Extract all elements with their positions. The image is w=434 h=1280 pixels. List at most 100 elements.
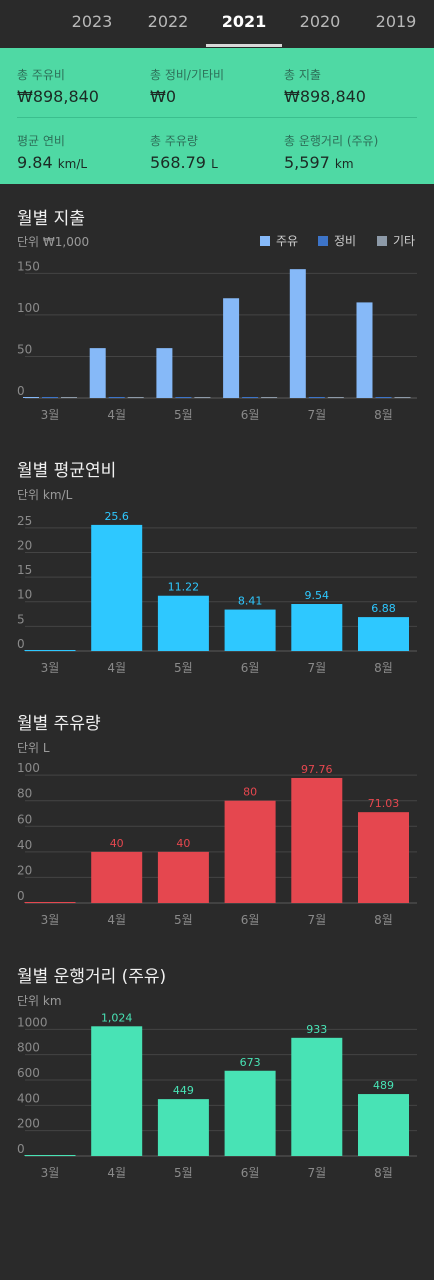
bar-주유-4월 [89,348,106,398]
data-label: 80 [243,786,257,799]
x-tick-label: 5월 [174,408,193,422]
avg-efficiency-label: 평균 연비 [17,134,65,148]
fuel-chart-title: 월별 주유량 [17,714,101,734]
efficiency-chart-title: 월별 평균연비 [17,461,117,481]
bar-3월 [24,902,76,903]
x-tick-label: 3월 [41,913,60,927]
bar-정비-5월 [175,397,192,398]
distance-chart-unit: 단위 km [17,994,62,1008]
bar-6월 [224,609,276,651]
bar-7월 [291,777,343,903]
data-label: 40 [176,837,190,850]
y-tick-label: 5 [17,612,25,626]
total-fuel-cost-value: ₩898,840 [17,87,99,106]
tab-year-2019[interactable]: 2019 [375,12,417,31]
bar-5월 [157,595,209,651]
y-tick-label: 80 [17,787,32,801]
x-tick-label: 3월 [41,1166,60,1180]
y-tick-label: 600 [17,1066,40,1080]
expense-chart-unit: 단위 ₩1,000 [17,235,90,249]
fuel-chart-unit: 단위 L [17,741,50,755]
legend-other: 기타 [377,232,415,249]
y-tick-label: 200 [17,1117,40,1131]
tab-year-2020[interactable]: 2020 [299,12,341,31]
y-tick-label: 50 [17,342,32,356]
avg-efficiency-unit: km/L [57,157,88,171]
expense-chart: 0 50 100 150 3월 4월 5월 6월 7월 8월 [17,259,417,422]
efficiency-chart-unit: 단위 km/L [17,488,73,502]
x-tick-label: 6월 [241,408,260,422]
bar-3월 [24,650,76,651]
total-fuel-cost-label: 총 주유비 [17,68,65,82]
summary-panel: 총 주유비 ₩898,840 총 정비/기타비 ₩0 총 지출 ₩898,840… [0,48,434,184]
bar-주유-3월 [23,397,39,398]
tab-year-2023[interactable]: 2023 [71,12,113,31]
total-maintenance-cost: 총 정비/기타비 ₩0 [150,66,224,106]
x-tick-label: 5월 [174,913,193,927]
total-distance: 총 운행거리 (주유) 5,597 km [284,132,378,172]
x-tick-label: 3월 [41,661,60,675]
y-tick-label: 0 [17,1142,25,1156]
x-tick-label: 5월 [174,661,193,675]
bar-8월 [358,617,409,651]
bar-6월 [224,1070,276,1156]
x-tick-label: 6월 [241,1166,260,1180]
x-tick-label: 8월 [374,913,393,927]
y-tick-label: 100 [17,301,40,315]
y-tick-label: 0 [17,637,25,651]
total-fuel-volume-label: 총 주유량 [150,134,198,148]
data-label: 40 [110,837,124,850]
data-label: 8.41 [238,595,263,608]
legend-maintenance: 정비 [318,232,356,249]
bar-정비-3월 [42,397,58,398]
data-label: 6.88 [371,602,396,615]
active-tab-indicator [206,44,282,47]
y-tick-label: 15 [17,563,32,577]
bar-5월 [157,1099,209,1156]
total-maintenance-cost-value: ₩0 [150,87,176,106]
bar-정비-8월 [375,397,392,398]
legend-maintenance-swatch [318,235,328,246]
data-label: 97.76 [301,763,333,776]
bar-주유-5월 [156,348,173,398]
bar-주유-6월 [223,298,240,398]
bar-기타-8월 [394,397,411,398]
bar-기타-3월 [61,397,77,398]
bar-6월 [224,800,276,903]
bar-4월 [91,1026,143,1156]
total-fuel-volume-value: 568.79 [150,153,206,172]
bar-5월 [157,851,209,903]
bar-기타-6월 [261,397,278,398]
x-tick-label: 3월 [41,408,60,422]
data-label: 9.54 [305,589,330,602]
legend-fuel-label: 주유 [276,234,299,248]
fuel-chart: 0 20 40 60 80 100 3월 4월 5월 6월 7월 8월 40 40 80 97.76 71.03 [17,761,417,927]
distance-chart: 0 200 400 600 800 1000 3월 4월 5월 6월 7월 8월 1,024 449 673… [17,1011,417,1180]
legend-other-swatch [377,235,387,246]
x-tick-label: 7월 [307,1166,326,1180]
data-label: 25.6 [104,510,129,523]
x-tick-label: 5월 [174,1166,193,1180]
x-tick-label: 4월 [107,408,126,422]
tab-year-2022[interactable]: 2022 [147,12,189,31]
data-label: 71.03 [368,797,400,810]
summary-divider [17,117,417,118]
data-label: 449 [173,1084,194,1097]
bar-정비-6월 [242,397,259,398]
bar-정비-7월 [308,397,325,398]
total-expense: 총 지출 ₩898,840 [284,66,366,106]
y-tick-label: 40 [17,838,32,852]
y-tick-label: 1000 [17,1015,48,1029]
data-label: 11.22 [168,581,200,594]
x-tick-label: 4월 [107,661,126,675]
total-distance-label: 총 운행거리 (주유) [284,134,379,148]
y-tick-label: 20 [17,863,32,877]
total-expense-label: 총 지출 [284,68,321,82]
avg-efficiency-value: 9.84 [17,153,53,172]
x-tick-label: 7월 [307,661,326,675]
x-tick-label: 8월 [374,408,393,422]
tab-year-2021[interactable]: 2021 [221,12,267,31]
bar-8월 [358,812,409,903]
x-tick-label: 6월 [241,661,260,675]
year-tab-bar: 2023 2022 2021 2020 2019 [0,0,434,48]
